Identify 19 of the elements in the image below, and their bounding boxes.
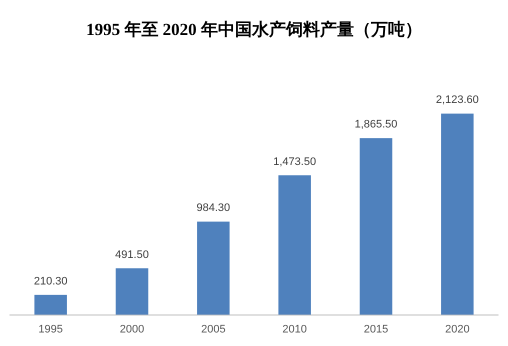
- bar: [116, 268, 148, 315]
- bar: [197, 222, 230, 315]
- bar: [278, 175, 311, 315]
- x-tick-label: 2000: [120, 323, 144, 336]
- data-label: 984.30: [196, 202, 230, 214]
- x-tick-label: 1995: [38, 323, 63, 336]
- x-tick-label: 2015: [364, 323, 388, 336]
- chart-title: 1995 年至 2020 年中国水产饲料产量（万吨）: [85, 19, 423, 41]
- bar: [34, 294, 67, 315]
- x-tick-label: 2005: [201, 323, 226, 336]
- data-label: 1,865.50: [354, 118, 398, 131]
- data-label: 1,473.50: [273, 156, 316, 168]
- bar: [441, 114, 474, 315]
- data-label: 491.50: [115, 248, 149, 261]
- data-label: 2,123.60: [436, 94, 479, 106]
- bar: [360, 138, 392, 315]
- data-label: 210.30: [34, 275, 68, 288]
- x-tick-label: 2010: [282, 323, 307, 336]
- x-tick-label: 2020: [445, 323, 470, 336]
